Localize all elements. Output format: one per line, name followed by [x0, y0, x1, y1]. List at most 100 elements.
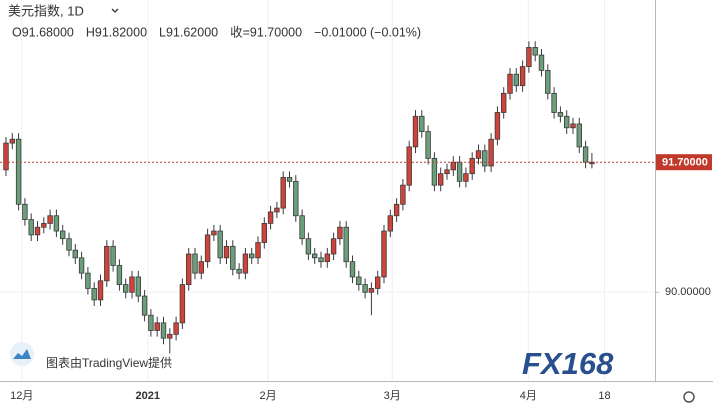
candle-body — [444, 169, 450, 175]
candle-body — [248, 253, 255, 259]
candle-body — [456, 161, 463, 182]
settings-icon[interactable] — [683, 391, 695, 403]
x-tick-label: 2021 — [136, 390, 160, 402]
candle-body — [425, 131, 431, 159]
candle-body — [154, 322, 160, 331]
candle-body — [104, 245, 110, 282]
legend: O91.68000 H91.82000 L91.62000 收=91.70000 −0.… — [12, 25, 421, 39]
candle-body — [437, 173, 444, 186]
candle-body — [160, 322, 167, 339]
candle-body — [318, 257, 324, 263]
candle-body — [15, 138, 22, 205]
candle-body — [362, 284, 368, 293]
candle-body — [356, 276, 362, 286]
candle-body — [488, 138, 494, 167]
candle-body — [330, 238, 337, 255]
candle-body — [198, 261, 204, 274]
dropdown-icon[interactable] — [111, 8, 119, 13]
price-label: 91.70000 — [662, 157, 708, 169]
candle-body — [135, 276, 141, 297]
x-tick-label: 12月 — [10, 390, 33, 402]
candle-body — [72, 249, 78, 259]
x-tick-label: 4月 — [520, 390, 537, 402]
candle-body — [217, 230, 223, 259]
candle-body — [557, 112, 564, 117]
candle-body — [9, 138, 15, 144]
candle-body — [34, 226, 41, 236]
candle-body — [482, 150, 488, 167]
candle-body — [324, 253, 330, 263]
candle-body — [47, 215, 53, 224]
candle-body — [507, 73, 513, 94]
candle-body — [305, 238, 312, 255]
candle-body — [192, 253, 198, 274]
candle-body — [374, 276, 381, 289]
candles — [3, 41, 595, 354]
candle-body — [463, 173, 469, 182]
candle-body — [412, 115, 419, 148]
candle-body — [526, 47, 532, 67]
watermark-text: 图表由TradingView提供 — [46, 355, 172, 370]
candle-body — [85, 272, 91, 289]
candle-body — [311, 253, 318, 259]
candle-body — [576, 123, 582, 148]
candle-body — [91, 288, 97, 301]
candle-body — [3, 142, 9, 171]
candle-body — [66, 238, 72, 251]
candle-body — [185, 253, 192, 286]
watermark: 图表由TradingView提供 — [10, 342, 172, 370]
legend-item: L91.62000 — [159, 25, 218, 39]
candle-body — [419, 115, 425, 132]
candle-body — [582, 146, 589, 163]
legend-item: −0.01000 (−0.01%) — [314, 25, 421, 39]
candle-body — [293, 180, 299, 217]
candle-body — [41, 222, 47, 228]
candle-body — [141, 295, 148, 316]
candle-body — [211, 230, 217, 236]
candle-body — [450, 161, 456, 171]
candle-body — [475, 150, 482, 159]
candle-body — [406, 146, 412, 186]
candle-body — [129, 276, 135, 293]
candle-body — [286, 177, 293, 182]
candle-body — [299, 215, 305, 240]
gear[interactable] — [683, 391, 695, 403]
candle-body — [532, 47, 538, 56]
candle-body — [274, 207, 280, 213]
chart-title[interactable]: 美元指数, 1D — [8, 3, 84, 18]
candle-body — [22, 203, 28, 220]
candle-body — [110, 245, 116, 266]
candle-body — [570, 123, 576, 129]
x-tick-label: 2月 — [260, 390, 277, 402]
candle-body — [204, 234, 211, 263]
candle-body — [368, 288, 375, 293]
candle-body — [519, 66, 526, 87]
candle-body — [431, 157, 438, 186]
candle-body — [179, 284, 186, 324]
legend-item: 收=91.70000 — [230, 25, 302, 39]
x-tick-label: 18 — [598, 390, 610, 402]
candle-body — [349, 261, 356, 278]
watermark-icon-bg — [10, 342, 34, 366]
candle-body — [255, 242, 261, 259]
grid — [0, 0, 655, 381]
candle-body — [500, 92, 507, 113]
candle-body — [28, 219, 34, 236]
candle-body — [280, 177, 286, 209]
candle-body — [236, 268, 242, 274]
candle-body — [60, 230, 66, 240]
candle-body — [513, 73, 519, 87]
candle-body — [494, 112, 501, 140]
candle-body — [173, 322, 179, 335]
candle-body — [381, 230, 387, 278]
candle-body — [78, 257, 85, 274]
candle-body — [116, 265, 123, 286]
candle-body — [223, 245, 230, 259]
candle-body — [261, 222, 267, 243]
candle-body — [589, 161, 595, 165]
price-label-bg — [656, 154, 712, 171]
candle-body — [167, 333, 173, 339]
y-tick-label: 90.00000 — [665, 286, 711, 298]
